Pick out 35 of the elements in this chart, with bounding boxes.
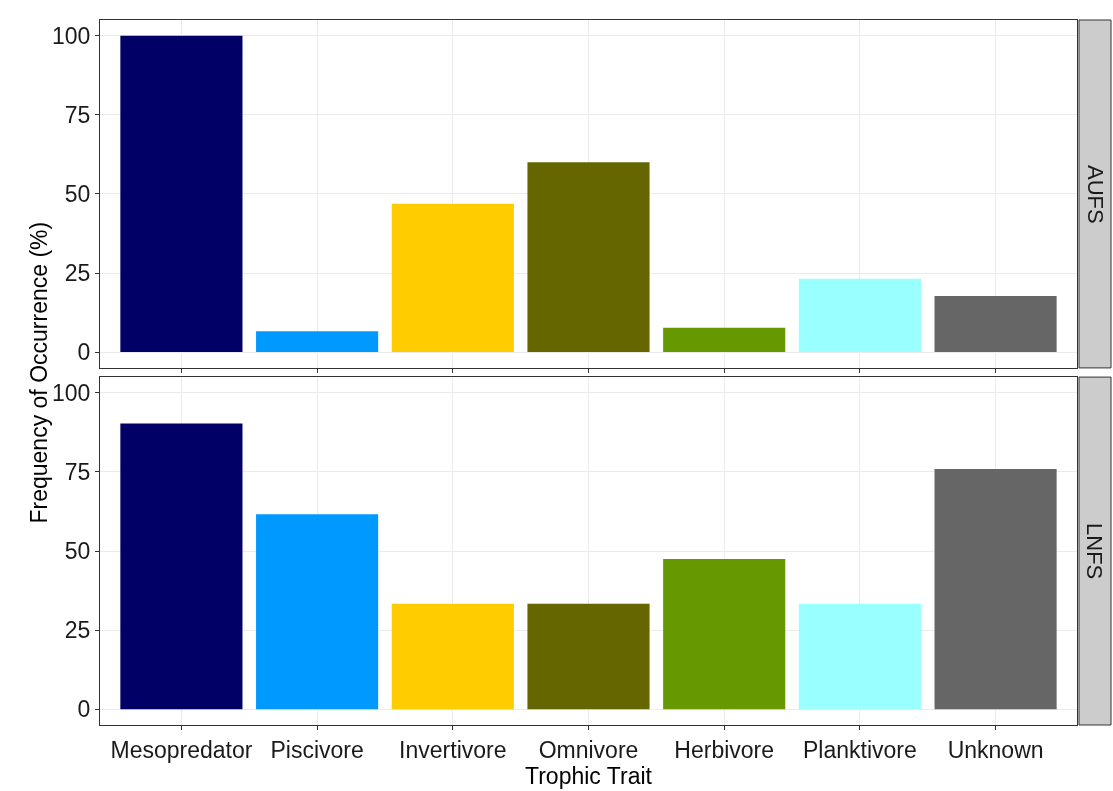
y-tick-label: 75 [64,459,91,486]
bar [798,603,921,710]
x-tick-label: Herbivore [674,736,775,763]
bar [391,203,514,353]
x-tick-label: Planktivore [803,736,917,763]
text: AUFS [1082,164,1108,224]
x-axis-title: Trophic Trait [525,762,653,789]
bar [256,331,379,353]
bar [798,278,921,353]
y-axis-title: Frequency of Occurrence (%) [25,221,52,524]
y-tick-label: 75 [64,101,91,128]
bar [120,35,243,353]
y-tick-label: 50 [64,181,91,208]
x-tick-label: Unknown [947,736,1044,763]
y-tick-label: 25 [64,617,91,644]
y-tick-label: 0 [77,696,91,723]
bar [391,603,514,710]
y-tick-label: 25 [64,260,91,287]
bar [663,327,786,353]
y-tick-label: 100 [52,22,91,49]
bar [256,514,379,710]
x-tick-label: Mesopredator [110,736,253,763]
y-tick-label: 0 [77,339,91,366]
y-tick-label: 100 [52,379,91,406]
x-tick-label: Invertivore [399,736,507,763]
bar [527,603,650,710]
bar [527,162,650,353]
x-tick-label: Piscivore [270,736,364,763]
text: LNFS [1082,523,1108,580]
bar [120,423,243,710]
bar [934,469,1057,710]
y-tick-label: 50 [64,538,91,565]
bar [663,558,786,710]
x-tick-label: Omnivore [538,736,639,763]
bar [934,296,1057,353]
